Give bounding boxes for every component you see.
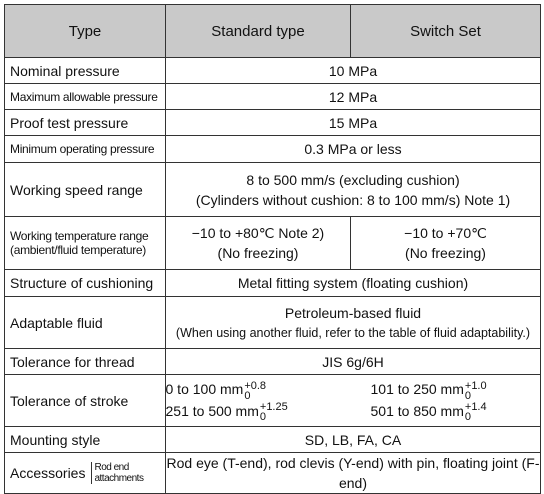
cell-line: (ambient/fluid temperature) bbox=[10, 243, 146, 257]
sublabel-text: Rod end attachments bbox=[91, 462, 165, 484]
row-label: Mounting style bbox=[4, 426, 166, 453]
cell-line: (No freezing) bbox=[217, 245, 299, 261]
upper-limit: +1.25 bbox=[259, 400, 288, 413]
cell-line: −10 to +80℃ Note 2) bbox=[191, 225, 325, 241]
tolerance-range: 251 to 500 mm bbox=[165, 402, 259, 419]
cell-line: Working temperature range bbox=[10, 229, 149, 243]
tolerance-item: 101 to 250 mm +1.0 0 bbox=[370, 379, 541, 402]
tolerance-limits: +1.4 0 bbox=[464, 400, 487, 423]
value-cell: Metal fitting system (floating cushion) bbox=[165, 269, 541, 297]
tolerance-item: 0 to 100 mm +0.8 0 bbox=[165, 379, 371, 402]
value-cell: 0 to 100 mm +0.8 0 101 to 250 mm +1.0 0 251 to… bbox=[165, 374, 541, 427]
tolerance-range: 101 to 250 mm bbox=[370, 381, 464, 398]
value-cell: 8 to 500 mm/s (excluding cushion) (Cylind… bbox=[165, 162, 541, 217]
row-label: Tolerance for thread bbox=[4, 348, 166, 375]
tolerance-grid: 0 to 100 mm +0.8 0 101 to 250 mm +1.0 0 251 to… bbox=[166, 379, 540, 422]
lower-limit: 0 bbox=[244, 389, 251, 402]
value-cell: 15 MPa bbox=[165, 109, 541, 136]
row-label: Minimum operating pressure bbox=[4, 135, 166, 163]
header-cell: Type bbox=[4, 4, 166, 58]
cell-line: (When using another fluid, refer to the … bbox=[175, 325, 531, 340]
cell-line: JIS 6g/6H bbox=[322, 353, 384, 370]
upper-limit: +0.8 bbox=[244, 379, 267, 392]
standard-cell: −10 to +80℃ Note 2) (No freezing) bbox=[165, 216, 351, 270]
value-cell: 12 MPa bbox=[165, 83, 541, 110]
row-label: Nominal pressure bbox=[4, 57, 166, 84]
table-row: Tolerance for thread JIS 6g/6H bbox=[4, 348, 541, 375]
label-text: Accessories bbox=[10, 465, 86, 481]
tolerance-range: 0 to 100 mm bbox=[165, 381, 244, 398]
value-cell: SD, LB, FA, CA bbox=[165, 426, 541, 453]
value-cell: 0.3 MPa or less bbox=[165, 135, 541, 163]
row-label: Tolerance of stroke bbox=[4, 374, 166, 427]
cell-line: Metal fitting system (floating cushion) bbox=[237, 275, 469, 291]
header-row: Type Standard type Switch Set bbox=[4, 4, 541, 58]
row-label: Adaptable fluid bbox=[4, 296, 166, 349]
row-label: Proof test pressure bbox=[4, 109, 166, 136]
tolerance-range: 501 to 850 mm bbox=[370, 402, 464, 419]
tolerance-item: 501 to 850 mm +1.4 0 bbox=[371, 401, 541, 422]
table-row: Adaptable fluid Petroleum-based fluid (Whe… bbox=[4, 296, 541, 349]
cell-line: (Cylinders without cushion: 8 to 100 mm/… bbox=[195, 191, 511, 208]
header-cell: Standard type bbox=[165, 4, 351, 58]
tolerance-item: 251 to 500 mm +1.25 0 bbox=[166, 401, 371, 422]
table-row: Nominal pressure 10 MPa bbox=[4, 57, 541, 84]
switch-cell: −10 to +70℃ (No freezing) bbox=[350, 216, 541, 270]
lower-limit: 0 bbox=[259, 410, 267, 423]
row-label: Structure of cushioning bbox=[4, 269, 166, 297]
table-row: Structure of cushioning Metal fitting sys… bbox=[4, 269, 541, 297]
table-row: Working temperature range (ambient/fluid … bbox=[4, 216, 541, 270]
upper-limit: +1.0 bbox=[464, 379, 487, 392]
table-row: Minimum operating pressure 0.3 MPa or les… bbox=[4, 135, 541, 163]
lower-limit: 0 bbox=[464, 410, 472, 423]
row-label: Maximum allowable pressure bbox=[4, 83, 166, 110]
cell-line: 0.3 MPa or less bbox=[304, 141, 402, 157]
table-row: Mounting style SD, LB, FA, CA bbox=[4, 426, 541, 453]
spec-table: Type Standard type Switch Set Nominal pr… bbox=[4, 4, 541, 494]
table-row: Proof test pressure 15 MPa bbox=[4, 109, 541, 136]
value-cell: JIS 6g/6H bbox=[165, 348, 541, 375]
tolerance-limits: +1.0 0 bbox=[464, 379, 487, 402]
header-cell: Switch Set bbox=[350, 4, 541, 58]
value-cell: Petroleum-based fluid (When using another… bbox=[165, 296, 541, 349]
table-row: Maximum allowable pressure 12 MPa bbox=[4, 83, 541, 110]
cell-line: Rod eye (T-end), rod clevis (Y-end) with… bbox=[166, 455, 540, 491]
table-row: Accessories Rod end attachments Rod eye (T… bbox=[4, 452, 541, 494]
cell-line: 12 MPa bbox=[328, 88, 378, 105]
tolerance-limits: +1.25 0 bbox=[259, 400, 288, 423]
upper-limit: +1.4 bbox=[464, 400, 487, 413]
cell-line: SD, LB, FA, CA bbox=[304, 431, 402, 448]
cell-line: (No freezing) bbox=[405, 245, 486, 261]
table-row: Working speed range 8 to 500 mm/s (exclud… bbox=[4, 162, 541, 217]
cell-line: 15 MPa bbox=[328, 114, 378, 131]
row-label: Working temperature range (ambient/fluid … bbox=[4, 216, 166, 270]
cell-line: −10 to +70℃ bbox=[404, 225, 487, 241]
cell-line: 8 to 500 mm/s (excluding cushion) bbox=[246, 171, 460, 188]
cell-line: Petroleum-based fluid bbox=[284, 304, 422, 321]
row-label: Accessories Rod end attachments bbox=[4, 452, 166, 494]
value-cell: Rod eye (T-end), rod clevis (Y-end) with… bbox=[165, 452, 541, 494]
tolerance-limits: +0.8 0 bbox=[244, 379, 267, 402]
lower-limit: 0 bbox=[464, 389, 472, 402]
table-row: Tolerance of stroke 0 to 100 mm +0.8 0 101 t… bbox=[4, 374, 541, 427]
table-body: Type Standard type Switch Set Nominal pr… bbox=[4, 4, 541, 494]
cell-line: 10 MPa bbox=[328, 62, 378, 79]
label-group: Accessories Rod end attachments bbox=[10, 462, 165, 484]
value-cell: 10 MPa bbox=[165, 57, 541, 84]
row-label: Working speed range bbox=[4, 162, 166, 217]
